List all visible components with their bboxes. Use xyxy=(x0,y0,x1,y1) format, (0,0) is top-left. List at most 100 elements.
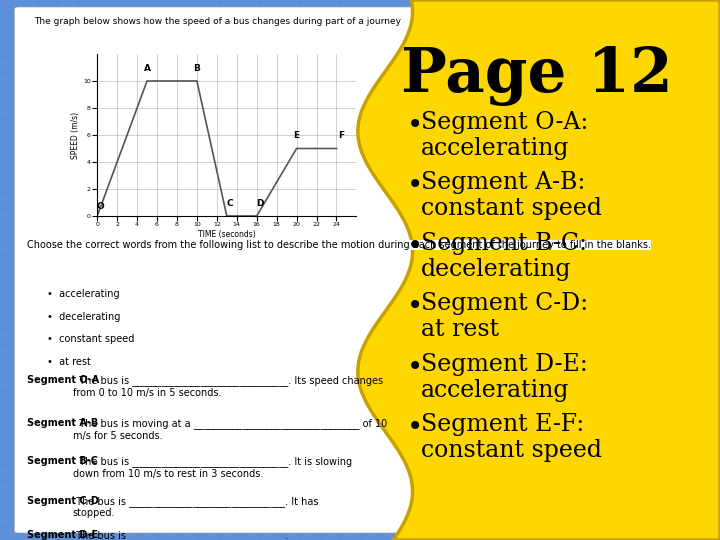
Bar xyxy=(625,75,641,86)
Bar xyxy=(504,316,520,328)
Bar xyxy=(383,135,399,147)
Bar xyxy=(484,226,500,238)
Bar xyxy=(423,483,439,495)
Bar xyxy=(20,362,36,374)
Bar xyxy=(181,241,197,253)
Bar xyxy=(464,256,480,268)
Bar xyxy=(403,362,419,374)
Bar xyxy=(403,513,419,525)
Bar xyxy=(564,0,580,11)
Bar xyxy=(40,44,56,56)
Bar xyxy=(0,90,16,102)
Bar xyxy=(20,422,36,434)
Bar xyxy=(605,75,621,86)
Bar xyxy=(403,226,419,238)
Bar xyxy=(302,483,318,495)
Bar xyxy=(585,105,600,117)
Bar xyxy=(262,241,278,253)
Bar xyxy=(585,271,600,283)
Bar xyxy=(121,211,137,222)
Bar xyxy=(302,347,318,359)
Bar xyxy=(423,90,439,102)
Bar xyxy=(645,347,661,359)
Bar xyxy=(202,241,217,253)
Bar xyxy=(423,301,439,313)
Bar xyxy=(242,90,258,102)
Bar xyxy=(585,422,600,434)
Bar xyxy=(444,180,459,192)
Bar xyxy=(403,437,419,449)
Bar xyxy=(121,407,137,419)
Bar xyxy=(323,453,338,464)
Bar xyxy=(121,316,137,328)
Bar xyxy=(665,90,681,102)
Bar xyxy=(564,513,580,525)
Bar xyxy=(544,377,560,389)
Bar xyxy=(323,150,338,162)
Bar xyxy=(181,165,197,177)
Bar xyxy=(544,286,560,298)
Bar xyxy=(20,483,36,495)
Bar xyxy=(423,362,439,374)
Bar xyxy=(585,407,600,419)
Bar xyxy=(323,377,338,389)
Bar xyxy=(0,362,16,374)
Bar xyxy=(20,59,36,71)
Bar xyxy=(0,316,16,328)
Bar xyxy=(363,135,379,147)
Bar xyxy=(60,44,76,56)
Bar xyxy=(323,528,338,540)
Bar xyxy=(524,407,540,419)
Bar xyxy=(343,135,359,147)
Bar xyxy=(302,226,318,238)
Bar xyxy=(0,59,16,71)
Bar xyxy=(202,211,217,222)
Bar xyxy=(484,407,500,419)
Bar xyxy=(222,90,238,102)
Bar xyxy=(403,453,419,464)
Bar xyxy=(363,59,379,71)
Bar xyxy=(484,150,500,162)
Text: •: • xyxy=(407,292,423,320)
Bar xyxy=(585,90,600,102)
Bar xyxy=(484,29,500,41)
Bar xyxy=(302,75,318,86)
Bar xyxy=(121,528,137,540)
Bar xyxy=(524,241,540,253)
Bar xyxy=(40,286,56,298)
Bar xyxy=(363,407,379,419)
Bar xyxy=(585,347,600,359)
Bar xyxy=(0,286,16,298)
Bar xyxy=(60,301,76,313)
Bar xyxy=(464,392,480,404)
Bar xyxy=(423,286,439,298)
Bar xyxy=(343,377,359,389)
Bar xyxy=(484,44,500,56)
Bar xyxy=(101,195,117,207)
Bar xyxy=(262,256,278,268)
Bar xyxy=(60,316,76,328)
Bar xyxy=(403,377,419,389)
Bar xyxy=(101,241,117,253)
Bar xyxy=(282,29,298,41)
Bar xyxy=(181,301,197,313)
Bar xyxy=(101,286,117,298)
Text: Segment B-C:: Segment B-C: xyxy=(421,232,588,255)
Bar xyxy=(302,271,318,283)
Bar xyxy=(20,90,36,102)
Bar xyxy=(504,528,520,540)
Bar xyxy=(282,256,298,268)
Bar xyxy=(605,286,621,298)
Text: •: • xyxy=(407,111,423,139)
Bar xyxy=(423,226,439,238)
Bar xyxy=(464,316,480,328)
Bar xyxy=(665,135,681,147)
Bar xyxy=(625,437,641,449)
Bar xyxy=(242,301,258,313)
Bar xyxy=(383,105,399,117)
Text: Segment B-C: Segment B-C xyxy=(27,456,99,467)
Bar xyxy=(262,301,278,313)
Bar xyxy=(181,271,197,283)
Bar xyxy=(544,271,560,283)
Bar xyxy=(665,180,681,192)
